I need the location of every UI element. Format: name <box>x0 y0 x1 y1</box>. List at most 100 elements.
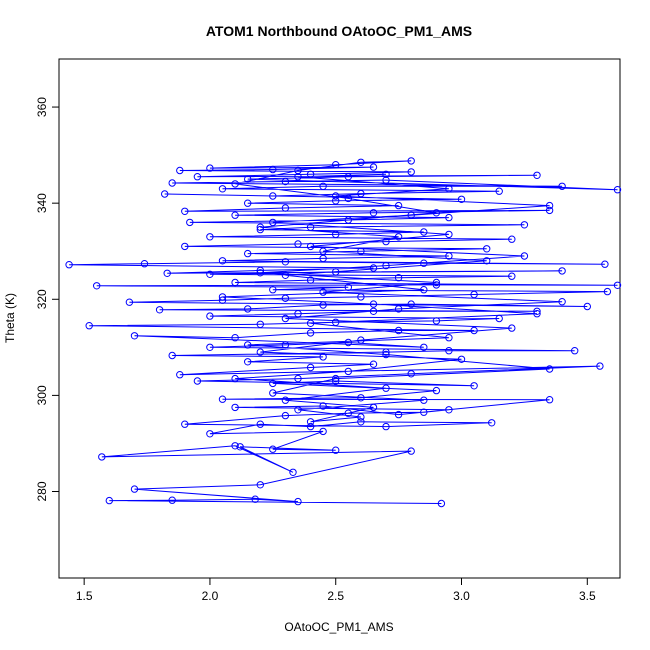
data-point <box>269 165 277 174</box>
data-point <box>269 192 277 200</box>
data-point <box>306 276 315 284</box>
data-point <box>65 261 73 269</box>
x-tick-label: 2.5 <box>327 589 344 603</box>
data-point <box>488 419 496 427</box>
data-point <box>231 278 239 287</box>
data-point <box>382 261 390 270</box>
data-point <box>445 213 453 222</box>
data-point <box>520 221 529 229</box>
data-point <box>332 374 340 383</box>
x-tick-label: 2.0 <box>202 589 219 603</box>
x-tick-label: 3.5 <box>579 589 596 603</box>
data-point <box>168 179 176 187</box>
data-point <box>432 317 441 325</box>
data-point <box>218 257 227 265</box>
data-point <box>236 443 244 451</box>
data-point <box>407 300 415 308</box>
data-point <box>483 245 491 253</box>
data-point <box>256 348 264 356</box>
data-point <box>533 310 541 318</box>
data-point <box>357 413 365 421</box>
data-point <box>601 260 609 268</box>
data-point <box>319 288 327 296</box>
data-point <box>244 305 252 313</box>
data-point <box>382 384 390 392</box>
data-point <box>420 259 428 267</box>
data-point <box>319 254 327 263</box>
data-point <box>256 420 264 428</box>
data-point <box>394 201 403 210</box>
data-point <box>98 453 106 461</box>
data-point <box>332 446 340 454</box>
data-point <box>186 218 194 227</box>
data-point <box>281 177 290 186</box>
data-point <box>382 176 390 184</box>
data-point <box>357 189 365 198</box>
data-point <box>545 201 554 210</box>
data-point <box>596 362 604 370</box>
data-point <box>382 350 390 359</box>
data-point <box>289 468 297 476</box>
data-point <box>218 185 227 193</box>
data-point <box>181 242 189 251</box>
data-point <box>432 209 441 217</box>
data-point <box>281 396 290 404</box>
data-point <box>457 355 466 363</box>
data-point <box>306 363 315 372</box>
data-point <box>432 281 441 289</box>
data-point <box>437 499 446 508</box>
data-point <box>369 209 378 217</box>
data-point <box>332 318 340 326</box>
data-point <box>244 175 252 183</box>
data-point <box>420 343 428 351</box>
series-line <box>69 160 618 504</box>
data-point <box>294 240 302 248</box>
data-point <box>281 204 290 212</box>
data-point <box>445 334 453 342</box>
data-point <box>218 293 227 301</box>
data-point <box>332 268 340 276</box>
data-point <box>583 302 591 311</box>
data-point <box>281 258 290 266</box>
data-point <box>256 320 264 328</box>
series-group <box>65 157 622 508</box>
data-point <box>168 351 176 360</box>
data-point <box>294 173 302 181</box>
data-point <box>231 403 239 412</box>
data-point <box>495 187 503 195</box>
data-point <box>344 338 352 347</box>
data-point <box>281 271 290 279</box>
data-point <box>470 290 478 299</box>
data-point <box>155 306 164 314</box>
data-point <box>206 312 214 320</box>
data-point <box>545 365 554 373</box>
data-point <box>256 269 264 277</box>
y-axis: 280 300 320 340 360 <box>35 97 60 502</box>
data-point <box>256 225 264 234</box>
data-point <box>344 367 352 376</box>
data-point <box>432 386 441 395</box>
data-point <box>306 319 315 327</box>
x-tick-label: 1.5 <box>76 589 93 603</box>
data-point <box>281 411 290 420</box>
data-point <box>445 230 453 239</box>
data-point <box>357 418 365 426</box>
data-point <box>193 377 202 385</box>
data-point <box>85 322 93 330</box>
data-point <box>457 195 466 204</box>
data-point <box>93 282 101 290</box>
data-point <box>369 403 378 412</box>
data-point <box>432 278 441 287</box>
y-tick-label: 340 <box>35 193 49 213</box>
data-point <box>306 242 315 251</box>
data-point <box>332 161 340 169</box>
data-point <box>319 301 327 309</box>
data-point <box>161 190 169 198</box>
data-point <box>613 281 622 289</box>
data-point <box>176 166 184 175</box>
data-point <box>394 305 403 313</box>
data-point <box>533 307 541 315</box>
data-point <box>306 422 315 431</box>
data-point <box>545 206 554 215</box>
